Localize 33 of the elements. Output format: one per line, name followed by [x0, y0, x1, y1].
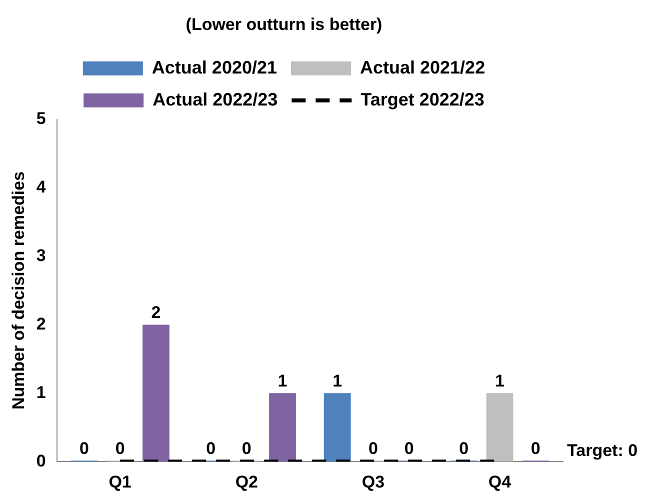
y-tick-label: 0 — [36, 451, 46, 470]
data-label: 0 — [242, 438, 252, 458]
data-label: 0 — [459, 438, 469, 458]
data-label: 1 — [332, 371, 342, 390]
legend-label: Actual 2020/21 — [152, 57, 277, 78]
y-tick-label: 5 — [36, 109, 46, 128]
x-tick-label: Q2 — [235, 472, 258, 492]
data-label: 0 — [80, 438, 90, 458]
x-tick-label: Q4 — [488, 472, 512, 492]
chart-title: (Lower outturn is better) — [186, 14, 382, 34]
y-tick-label: 3 — [36, 246, 46, 265]
y-tick-label: 4 — [36, 178, 46, 197]
x-tick-label: Q3 — [362, 472, 385, 492]
bar — [269, 393, 296, 462]
text: Target: 0 — [567, 440, 638, 460]
legend-label: Target 2022/23 — [360, 89, 484, 110]
data-label: 1 — [494, 371, 504, 390]
bar — [486, 393, 514, 462]
data-label: 2 — [151, 302, 161, 322]
data-label: 0 — [404, 438, 414, 458]
legend-label: Actual 2021/22 — [360, 57, 486, 78]
data-label: 0 — [206, 438, 216, 458]
legend-label: Actual 2022/23 — [152, 89, 278, 110]
data-label: 0 — [530, 438, 540, 458]
y-tick-label: 2 — [36, 314, 46, 334]
data-label: 1 — [278, 371, 288, 390]
y-axis-title: Number of decision remedies — [8, 171, 28, 410]
data-label: 0 — [368, 438, 378, 458]
bar — [324, 393, 351, 462]
data-label: 0 — [115, 438, 125, 458]
y-tick-label: 1 — [36, 382, 46, 402]
x-tick-label: Q1 — [108, 472, 132, 492]
bar — [142, 324, 170, 462]
